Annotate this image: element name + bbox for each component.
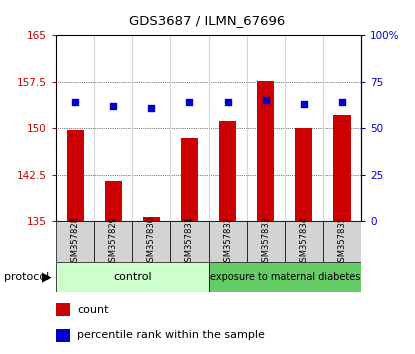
Bar	[66, 130, 84, 221]
Bar	[56, 262, 209, 292]
Point	[186, 99, 193, 105]
Point	[110, 103, 117, 109]
Text: percentile rank within the sample: percentile rank within the sample	[77, 330, 265, 340]
Text: ▶: ▶	[42, 270, 52, 284]
Text: control: control	[113, 272, 151, 282]
Bar	[219, 121, 236, 221]
Bar	[56, 303, 70, 316]
Bar	[56, 221, 94, 262]
Bar	[247, 221, 285, 262]
Bar	[94, 221, 132, 262]
Bar	[143, 217, 160, 221]
Text: GSM357835: GSM357835	[337, 216, 347, 267]
Bar	[333, 115, 351, 221]
Point	[148, 105, 155, 111]
Bar	[56, 329, 70, 342]
Text: exposure to maternal diabetes: exposure to maternal diabetes	[210, 272, 360, 282]
Bar	[209, 262, 361, 292]
Point	[224, 99, 231, 105]
Text: GDS3687 / ILMN_67696: GDS3687 / ILMN_67696	[129, 14, 286, 27]
Text: GSM357833: GSM357833	[261, 216, 270, 267]
Bar	[285, 221, 323, 262]
Bar	[132, 221, 171, 262]
Text: GSM357834: GSM357834	[299, 216, 308, 267]
Text: count: count	[77, 304, 109, 315]
Bar	[209, 221, 247, 262]
Point	[339, 99, 345, 105]
Bar	[323, 221, 361, 262]
Text: GSM357829: GSM357829	[109, 216, 118, 267]
Bar	[105, 181, 122, 221]
Text: protocol: protocol	[4, 272, 49, 282]
Point	[72, 99, 78, 105]
Bar	[181, 138, 198, 221]
Point	[262, 98, 269, 103]
Text: GSM357831: GSM357831	[185, 216, 194, 267]
Bar	[171, 221, 209, 262]
Text: GSM357830: GSM357830	[147, 216, 156, 267]
Text: GSM357828: GSM357828	[71, 216, 80, 267]
Point	[300, 101, 307, 107]
Text: GSM357832: GSM357832	[223, 216, 232, 267]
Bar	[257, 81, 274, 221]
Bar	[295, 128, 312, 221]
